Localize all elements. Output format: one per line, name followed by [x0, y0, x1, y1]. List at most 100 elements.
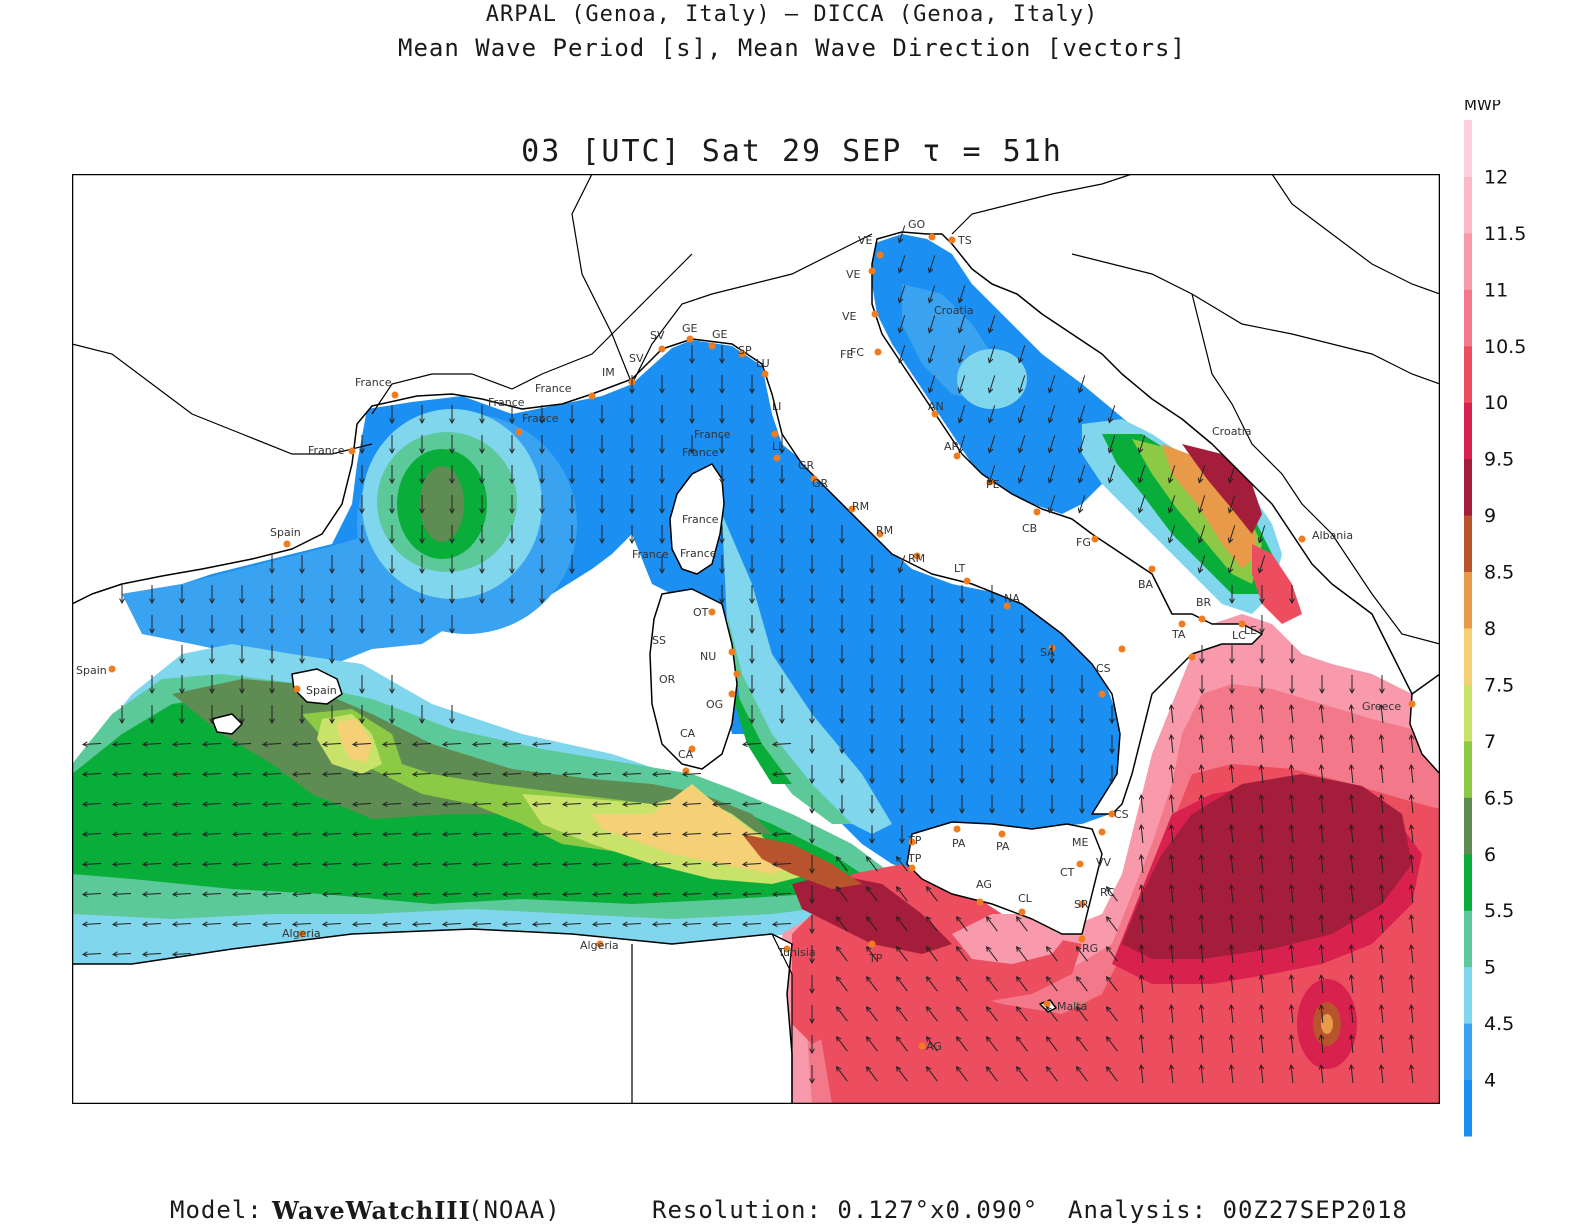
wave-vector-arrow [119, 585, 125, 605]
wave-vector-arrow [1408, 913, 1415, 934]
place-label: TP [907, 852, 922, 865]
map-frame [72, 174, 1440, 1104]
wave-vector-arrow [865, 885, 878, 902]
wave-vector-arrow [1168, 1063, 1175, 1084]
wave-vector-arrow [1258, 913, 1265, 934]
wave-vector-arrow [899, 675, 905, 695]
wave-vector-arrow [779, 705, 785, 725]
wave-vector-arrow [509, 585, 515, 605]
wave-vector-arrow [381, 861, 402, 868]
wave-vector-arrow [1288, 1063, 1295, 1084]
wave-vector-arrow [835, 1035, 848, 1052]
wave-vector-arrow [629, 435, 635, 455]
wave-vector-arrow [179, 585, 185, 605]
wave-vector-arrow [411, 861, 432, 868]
place-label: France [682, 446, 719, 459]
wave-vector-arrow [1167, 495, 1176, 514]
colorbar-segment [1464, 120, 1472, 177]
wave-vector-arrow [299, 705, 305, 725]
wave-vector-arrow [209, 705, 215, 725]
wave-vector-arrow [779, 585, 785, 605]
wave-vector-arrow [441, 891, 462, 898]
wave-vector-arrow [329, 555, 335, 575]
wave-vector-arrow [321, 831, 342, 838]
wave-vector-arrow [987, 465, 996, 484]
place-label: LC [1232, 629, 1246, 642]
wave-vector-arrow [201, 831, 222, 838]
wave-vector-arrow [1259, 585, 1265, 605]
wave-vector-arrow [141, 921, 162, 928]
wave-vector-arrow [471, 741, 492, 748]
wave-vector-arrow [1049, 735, 1055, 755]
wave-vector-arrow [449, 555, 455, 575]
colorbar-tick-labels: 4 4.5 5 5.5 6 6.5 7 7.5 8 8.5 9 9.5 10 10.5 11 11.5 12 [1484, 166, 1526, 1091]
wave-vector-arrow [1198, 943, 1205, 964]
wave-vector-arrow [239, 645, 245, 665]
wave-vector-arrow [1197, 495, 1206, 514]
wave-vector-arrow [929, 585, 935, 605]
wave-vector-arrow [1288, 883, 1295, 904]
place-label: OR [659, 673, 676, 686]
place-label: SV [629, 352, 644, 365]
wave-vector-arrow [1258, 763, 1265, 784]
wave-vector-arrow [1318, 763, 1325, 784]
wave-vector-arrow [621, 891, 642, 898]
wave-vector-arrow [1288, 913, 1295, 934]
wave-vector-arrow [81, 741, 102, 748]
wave-vector-arrow [359, 525, 365, 545]
wave-vector-arrow [471, 831, 492, 838]
wave-vector-arrow [501, 801, 522, 808]
wave-vector-arrow [719, 405, 725, 425]
wave-vector-arrow [1228, 1003, 1235, 1024]
wave-vector-arrow [1198, 703, 1205, 724]
wave-vector-arrow [1138, 1003, 1145, 1024]
wave-vector-arrow [779, 495, 785, 515]
wave-vector-arrow [1197, 465, 1206, 484]
wave-vector-arrow [957, 375, 966, 394]
wave-vector-arrow [1258, 1003, 1265, 1024]
wave-vector-arrow [839, 675, 845, 695]
wave-vector-arrow [1348, 1063, 1355, 1084]
wave-vector-arrow [149, 585, 155, 605]
wave-vector-arrow [231, 801, 252, 808]
wave-vector-arrow [539, 585, 545, 605]
wave-vector-arrow [1348, 883, 1355, 904]
wave-vector-arrow [381, 801, 402, 808]
wave-vector-arrow [809, 645, 815, 665]
wave-vector-arrow [1228, 913, 1235, 934]
wave-vector-arrow [411, 921, 432, 928]
place-label: SA [1040, 646, 1055, 659]
wave-vector-arrow [809, 495, 815, 515]
place-label: CA [680, 727, 696, 740]
wave-vector-arrow [321, 741, 342, 748]
place-label: Tunisia [777, 946, 816, 959]
wave-vector-arrow [1258, 1033, 1265, 1054]
colorbar-segment [1464, 853, 1472, 911]
wave-vector-arrow [629, 465, 635, 485]
wave-vector-arrow [141, 801, 162, 808]
wave-vector-arrow [899, 615, 905, 635]
wave-vector-arrow [779, 465, 785, 485]
place-label: PA [996, 840, 1010, 853]
wave-vector-arrow [1198, 913, 1205, 934]
place-label: SS [652, 634, 666, 647]
wave-vector-arrow [591, 771, 612, 778]
place-label: VE [842, 310, 857, 323]
wave-vector-arrow [321, 891, 342, 898]
place-label: RG [1082, 942, 1098, 955]
wave-vector-arrow [897, 315, 906, 334]
wave-vector-arrow [261, 861, 282, 868]
footer-model-source: (NOAA) [468, 1196, 561, 1224]
wave-vector-arrow [1138, 1033, 1145, 1054]
wave-vector-arrow [1105, 1065, 1118, 1082]
wave-vector-arrow [719, 435, 725, 455]
sea-adriatic-east-red [1252, 544, 1302, 624]
wave-vector-arrow [1198, 1063, 1205, 1084]
colorbar-segment [1464, 176, 1472, 234]
wave-vector-arrow [509, 465, 515, 485]
wave-vector-arrow [895, 1005, 908, 1022]
wave-vector-arrow [681, 771, 702, 778]
colorbar-segment [1464, 515, 1472, 573]
place-label: CS [1114, 808, 1129, 821]
wave-vector-arrow [957, 285, 966, 304]
